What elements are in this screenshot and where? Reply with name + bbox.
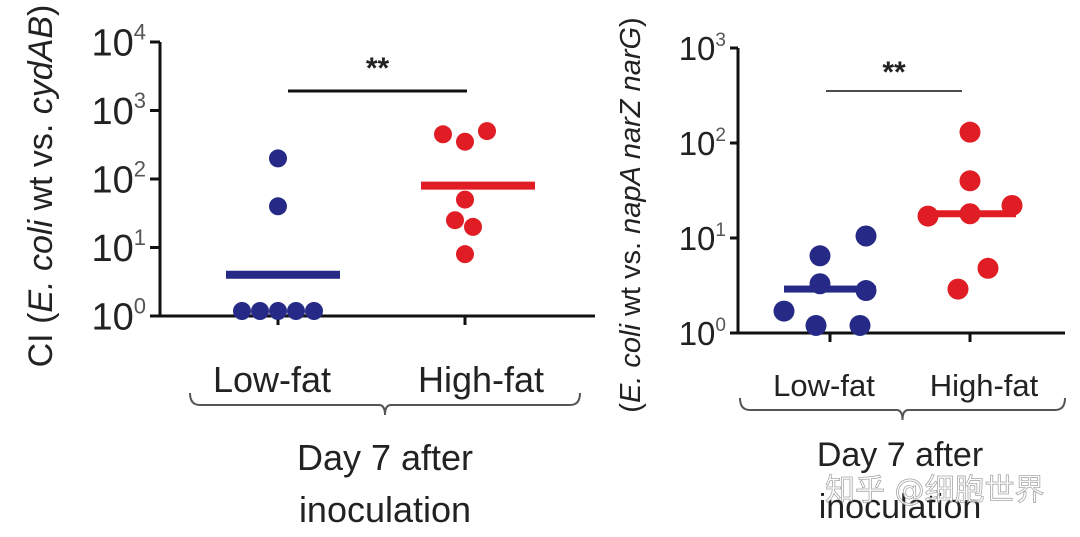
y-tick-label: 102 [91, 157, 146, 202]
significance-stars: ** [366, 52, 390, 85]
data-point-high-fat [947, 278, 969, 300]
group-label-line1: Day 7 after [817, 436, 983, 474]
data-point-low-fat [233, 302, 251, 320]
data-point-low-fat [269, 302, 287, 320]
data-point-high-fat [977, 257, 999, 279]
median-line-low-fat [226, 270, 340, 279]
data-point-high-fat [446, 211, 464, 230]
data-point-high-fat [456, 245, 474, 264]
group-label-line1: Day 7 after [297, 437, 473, 478]
data-point-high-fat [464, 217, 482, 236]
data-point-high-fat [434, 125, 452, 144]
data-point-low-fat [773, 300, 795, 322]
data-point-high-fat [478, 122, 496, 141]
data-point-low-fat [287, 302, 305, 320]
data-point-low-fat [849, 314, 871, 336]
category-label-high-fat: High-fat [418, 359, 544, 400]
median-line-high-fat [924, 210, 1016, 218]
category-label-low-fat: Low-fat [773, 368, 875, 403]
data-point-high-fat [959, 170, 981, 192]
watermark-text: 知乎 @细胞世界 [825, 473, 1045, 508]
y-tick-label: 101 [679, 220, 726, 257]
data-point-low-fat [809, 245, 831, 267]
y-tick-label: 100 [679, 315, 726, 352]
group-bracket [189, 392, 581, 416]
y-tick-label: 101 [91, 225, 146, 270]
data-point-low-fat [855, 225, 877, 247]
median-line-low-fat [784, 285, 876, 293]
data-point-low-fat [269, 149, 287, 168]
chart-panel-1: 100 101 102 103 104 Low-fat High-fat Day 7 afte… [22, 5, 595, 530]
y-tick-label: 103 [679, 30, 726, 67]
y-tick-label: 104 [91, 20, 146, 65]
y-tick-label: 100 [91, 294, 146, 339]
y-tick-label: 102 [679, 125, 726, 162]
significance-stars: ** [882, 56, 906, 89]
y-tick-label: 103 [91, 88, 146, 133]
data-point-high-fat [456, 190, 474, 209]
y-axis-label: (E. coli wt vs. napA narZ narG) [615, 17, 647, 412]
group-label-line2: inoculation [299, 489, 471, 530]
data-point-high-fat [959, 121, 981, 143]
y-axis-label: CI (E. coli wt vs. cydAB) [22, 5, 60, 368]
category-label-high-fat: High-fat [930, 368, 1039, 403]
chart-panel-2: 100 101 102 103 Low-fat High-fat Day 7 after in… [615, 17, 1066, 526]
data-point-high-fat [456, 132, 474, 151]
category-label-low-fat: Low-fat [213, 359, 331, 400]
group-label-line2: inoculation [819, 488, 982, 526]
group-bracket [739, 397, 1066, 421]
data-point-low-fat [305, 302, 323, 320]
data-point-low-fat [805, 314, 827, 336]
median-line-high-fat [421, 181, 535, 190]
data-point-low-fat [269, 197, 287, 216]
data-point-low-fat [251, 302, 269, 320]
